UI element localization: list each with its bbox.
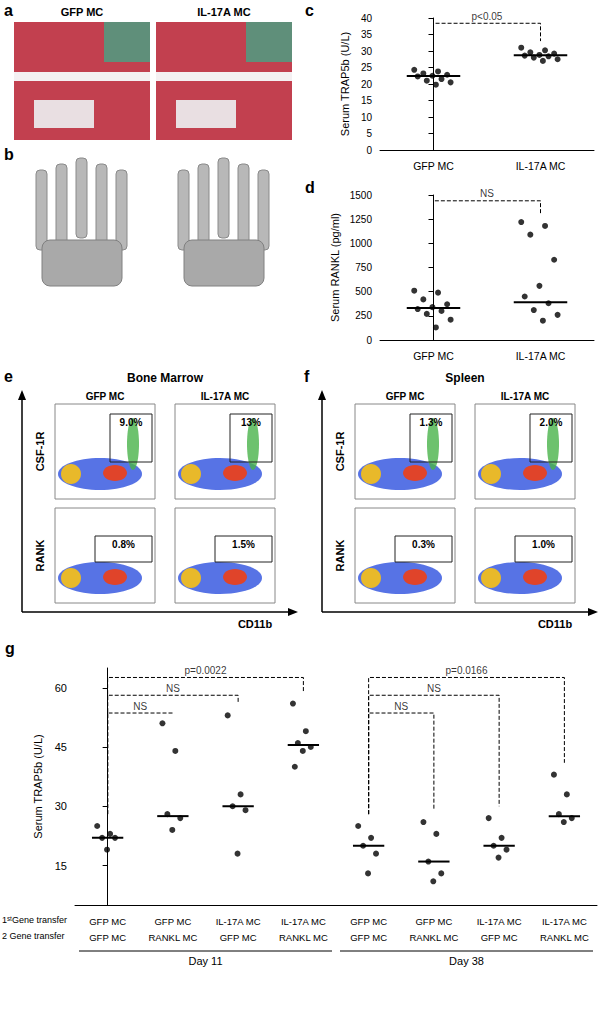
svg-text:GFP MC: GFP MC [220,932,257,943]
svg-text:GFP MC: GFP MC [86,391,125,402]
svg-text:Serum RANKL (pg/ml): Serum RANKL (pg/ml) [329,213,341,322]
svg-text:b: b [4,146,14,163]
svg-text:d: d [305,179,315,196]
svg-text:NS: NS [133,701,147,712]
svg-text:15: 15 [55,860,67,872]
svg-text:15: 15 [361,95,373,106]
svg-text:10: 10 [361,112,373,123]
svg-text:NS: NS [427,683,441,694]
svg-text:IL-17A MC: IL-17A MC [542,916,587,927]
svg-text:500: 500 [355,286,372,297]
svg-text:GFP MC: GFP MC [350,916,387,927]
svg-text:250: 250 [355,310,372,321]
svg-text:0: 0 [366,335,372,346]
svg-text:GFP MC: GFP MC [413,350,454,362]
svg-text:GFP MC: GFP MC [415,916,452,927]
svg-text:NS: NS [480,188,494,199]
svg-text:IL-17A MC: IL-17A MC [516,160,566,172]
svg-text:RANK: RANK [34,540,46,572]
svg-text:45: 45 [55,741,67,753]
svg-text:1.0%: 1.0% [532,539,555,550]
svg-text:1250: 1250 [350,214,373,225]
svg-text:Serum TRAP5b (U/L): Serum TRAP5b (U/L) [339,32,351,136]
svg-text:0.8%: 0.8% [112,539,135,550]
svg-text:60: 60 [55,682,67,694]
svg-text:GFP MC: GFP MC [481,932,518,943]
svg-text:RANKL MC: RANKL MC [279,932,328,943]
svg-text:1.3%: 1.3% [420,417,443,428]
svg-text:GFP MC: GFP MC [61,6,104,18]
svg-text:IL-17A MC: IL-17A MC [501,391,550,402]
svg-text:NS: NS [394,701,408,712]
svg-text:p=0.0022: p=0.0022 [185,665,227,676]
svg-text:g: g [5,640,15,657]
svg-text:5: 5 [366,128,372,139]
svg-text:Day 11: Day 11 [188,955,222,967]
svg-text:13%: 13% [241,417,261,428]
svg-text:0.3%: 0.3% [412,539,435,550]
svg-text:2 Gene transfer: 2 Gene transfer [2,931,65,941]
svg-text:40: 40 [361,13,373,24]
svg-text:RANKL MC: RANKL MC [410,932,459,943]
svg-text:IL-17A MC: IL-17A MC [197,6,250,18]
svg-text:CD11b: CD11b [238,618,273,630]
svg-text:1ˢᵗGene transfer: 1ˢᵗGene transfer [2,915,67,925]
svg-text:RANKL MC: RANKL MC [149,932,198,943]
svg-text:1500: 1500 [350,190,373,201]
svg-text:GFP MC: GFP MC [89,932,126,943]
svg-text:30: 30 [361,46,373,57]
svg-text:GFP MC: GFP MC [350,932,387,943]
svg-text:2.0%: 2.0% [540,417,563,428]
svg-text:IL-17A MC: IL-17A MC [516,350,566,362]
svg-text:GFP MC: GFP MC [89,916,126,927]
svg-text:30: 30 [55,800,67,812]
svg-text:25: 25 [361,62,373,73]
svg-text:GFP MC: GFP MC [386,391,425,402]
svg-text:GFP MC: GFP MC [413,160,454,172]
svg-text:p=0.0166: p=0.0166 [446,665,488,676]
svg-text:RANK: RANK [334,540,346,572]
svg-text:IL-17A MC: IL-17A MC [477,916,522,927]
svg-text:35: 35 [361,29,373,40]
svg-text:Serum TRAP5b (U/L): Serum TRAP5b (U/L) [32,734,44,838]
svg-text:c: c [305,2,314,19]
svg-text:IL-17A MC: IL-17A MC [281,916,326,927]
svg-text:p<0.05: p<0.05 [472,11,503,22]
svg-text:20: 20 [361,79,373,90]
svg-text:Bone Marrow: Bone Marrow [127,371,204,385]
svg-text:Day 38: Day 38 [449,955,484,967]
svg-text:CSF-1R: CSF-1R [34,432,46,472]
svg-text:IL-17A MC: IL-17A MC [216,916,261,927]
svg-text:1.5%: 1.5% [232,539,255,550]
svg-text:IL-17A MC: IL-17A MC [201,391,250,402]
svg-text:a: a [4,2,13,19]
svg-text:CSF-1R: CSF-1R [334,432,346,472]
svg-text:0: 0 [366,145,372,156]
svg-text:9.0%: 9.0% [120,417,143,428]
svg-text:RANKL MC: RANKL MC [540,932,589,943]
svg-text:1000: 1000 [350,238,373,249]
svg-text:GFP MC: GFP MC [154,916,191,927]
svg-text:Spleen: Spleen [445,371,484,385]
svg-text:750: 750 [355,262,372,273]
svg-text:NS: NS [166,683,180,694]
svg-text:CD11b: CD11b [538,618,573,630]
svg-text:f: f [304,368,310,385]
svg-text:e: e [4,368,13,385]
